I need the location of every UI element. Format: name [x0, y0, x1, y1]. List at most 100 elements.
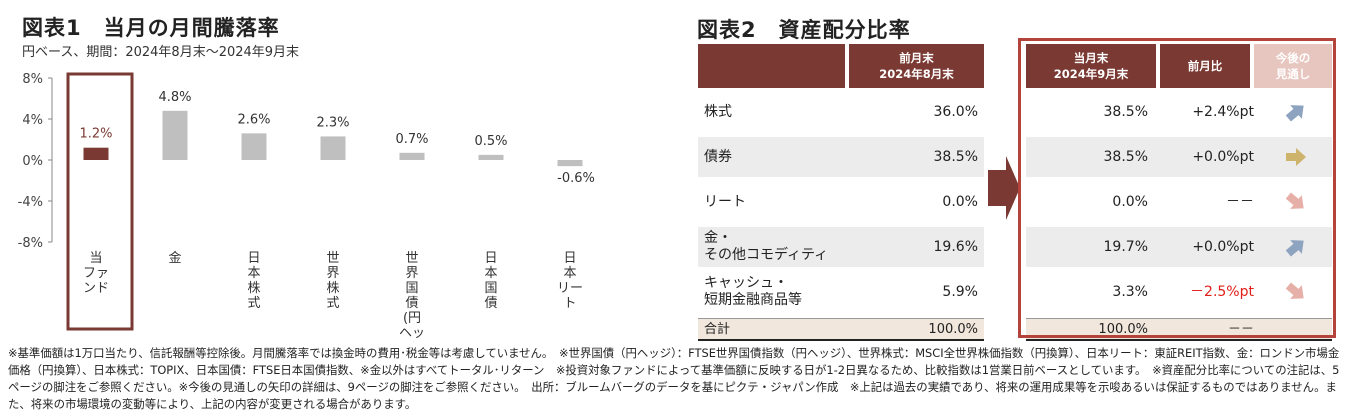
right-arrow-icon [1284, 137, 1314, 177]
header-outlook: 今後の 見通し [1254, 44, 1332, 88]
highlight-frame [66, 72, 134, 331]
row-diff: +0.0%pt [1192, 238, 1254, 255]
highlight-frame [1018, 38, 1336, 338]
down-right-arrow-icon [1284, 182, 1314, 222]
row-label: 株式 [704, 103, 732, 120]
category-label: 国 [405, 281, 418, 296]
bar [557, 160, 583, 167]
bar [320, 136, 346, 160]
table-title: 図表2 資産配分比率 [697, 18, 911, 42]
y-tick-label: 0% [22, 154, 43, 169]
table-row: 38.5% +2.4%pt [1026, 92, 1332, 132]
data-label: 2.6% [237, 112, 270, 127]
category-label: (円 [403, 311, 421, 326]
table-row: 株式 36.0% [698, 92, 984, 132]
row-label: キャッシュ・ 短期金融商品等 [704, 275, 802, 308]
data-label: 1.2% [79, 127, 112, 142]
data-label: -0.6% [557, 171, 595, 186]
table-row: 金・ その他コモディティ 19.6% [698, 227, 984, 267]
row-prev: 36.0% [933, 103, 978, 120]
table-row: 3.3% －2.5%pt [1026, 272, 1332, 312]
bar [83, 147, 109, 160]
bar [241, 133, 267, 160]
category-label: ンド [83, 281, 109, 296]
row-diff: +2.4%pt [1192, 103, 1254, 120]
row-label: リート [704, 193, 746, 210]
category-label: 世 [405, 251, 418, 266]
row-diff: －2.5%pt [1190, 283, 1254, 300]
data-label: 0.5% [474, 134, 507, 149]
category-label: 日 [484, 251, 497, 266]
bar [478, 154, 504, 160]
category-label: 本 [563, 266, 576, 281]
transition-arrow-icon [988, 156, 1020, 220]
category-label: 日 [563, 251, 576, 266]
row-curr: 38.5% [1103, 148, 1148, 165]
data-label: 2.3% [316, 115, 349, 130]
total-row-left: 合計 100.0% [698, 318, 984, 341]
row-diff: +0.0%pt [1192, 148, 1254, 165]
row-curr: 0.0% [1112, 193, 1148, 210]
category-label: リー [557, 281, 583, 296]
row-prev: 19.6% [933, 238, 978, 255]
table-row: 38.5% +0.0%pt [1026, 137, 1332, 177]
table-row: リート 0.0% [698, 182, 984, 222]
row-prev: 5.9% [942, 283, 978, 300]
y-tick-label: -4% [18, 195, 43, 210]
category-label: 式 [326, 296, 339, 311]
footnotes: ※基準価額は1万口当たり、信託報酬等控除後。月間騰落率では換金時の費用･税金等は… [8, 346, 1340, 411]
category-label: 株 [247, 281, 260, 296]
header-curr: 当月末 2024年9月末 [1026, 44, 1156, 88]
category-label: 債 [484, 296, 497, 311]
chart-title: 図表1 当月の月間騰落率 [22, 16, 280, 40]
row-curr: 38.5% [1103, 103, 1148, 120]
table-row: 19.7% +0.0%pt [1026, 227, 1332, 267]
category-label: ジ) [403, 341, 421, 342]
row-prev: 38.5% [933, 148, 978, 165]
header-blank [698, 44, 845, 88]
row-diff: －－ [1226, 193, 1254, 210]
up-right-arrow-icon [1284, 227, 1314, 267]
category-label: 金 [168, 250, 181, 266]
row-prev: 0.0% [942, 193, 978, 210]
table-row: 債券 38.5% [698, 137, 984, 177]
table-row: 0.0% －－ [1026, 182, 1332, 222]
chart-subtitle: 円ベース、期間：2024年8月末～2024年9月末 [22, 45, 300, 60]
data-label: 0.7% [395, 132, 428, 147]
data-label: 4.8% [158, 90, 191, 105]
row-label: 金・ その他コモディティ [704, 230, 829, 263]
bar-chart: 8%4%0%-4%-8%1.2%当ファンド4.8%金2.6%日本株式2.3%世界… [18, 72, 595, 342]
category-label: 株 [326, 281, 339, 296]
row-curr: 19.7% [1103, 238, 1148, 255]
bar [399, 152, 425, 160]
category-label: 界 [405, 266, 418, 281]
table-row: キャッシュ・ 短期金融商品等 5.9% [698, 272, 984, 312]
header-prev: 前月末 2024年8月末 [849, 44, 984, 88]
down-right-arrow-icon [1284, 272, 1314, 312]
category-label: ヘッ [399, 326, 425, 341]
category-label: 界 [326, 266, 339, 281]
category-label: 世 [326, 251, 339, 266]
header-diff: 前月比 [1160, 44, 1250, 88]
row-label: 債券 [704, 148, 732, 165]
category-label: ト [563, 296, 576, 311]
y-tick-label: 4% [22, 113, 43, 128]
total-diff: －－ [1227, 321, 1254, 337]
allocation-table: 前月末 2024年8月末 当月末 2024年9月末 前月比 今後の 見通し 株式… [698, 38, 1338, 341]
category-label: 本 [484, 266, 497, 281]
up-right-arrow-icon [1284, 92, 1314, 132]
category-label: 式 [247, 296, 260, 311]
total-label: 合計 [704, 321, 731, 337]
category-label: 債 [405, 296, 418, 311]
category-label: ファ [83, 266, 109, 281]
category-label: 日 [247, 251, 260, 266]
y-tick-label: 8% [22, 72, 43, 87]
bar [162, 110, 188, 160]
row-curr: 3.3% [1112, 283, 1148, 300]
category-label: 本 [247, 266, 260, 281]
category-label: 国 [484, 281, 497, 296]
y-tick-label: -8% [18, 236, 43, 251]
total-prev: 100.0% [928, 321, 978, 337]
category-label: 当 [89, 251, 102, 266]
total-curr: 100.0% [1098, 321, 1148, 337]
